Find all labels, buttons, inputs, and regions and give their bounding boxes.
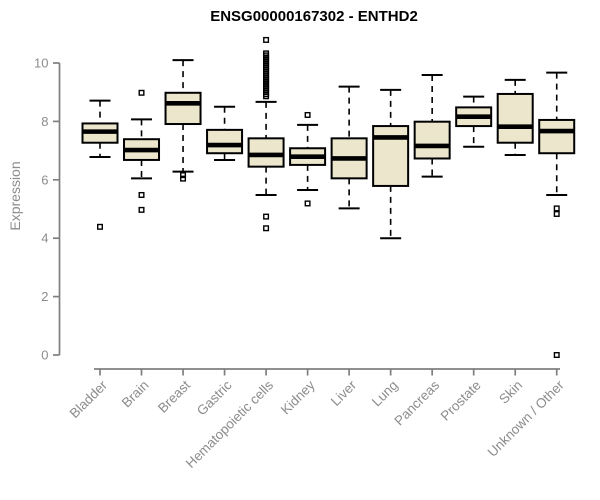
iqr-box (413, 120, 451, 160)
iqr-box (496, 92, 534, 144)
outlier-point (263, 225, 270, 232)
y-tick-label: 8 (41, 114, 48, 129)
outlier-point (138, 89, 145, 96)
x-tick-label: Breast (155, 377, 193, 415)
iqr-box (372, 125, 410, 187)
box-group (289, 111, 327, 207)
outlier-point (96, 223, 103, 230)
outlier-point (180, 172, 187, 179)
box-group (538, 71, 576, 359)
chart-title: ENSG00000167302 - ENTHD2 (210, 8, 418, 25)
x-tick-label: Unknown / Other (485, 377, 568, 460)
box-group (372, 88, 410, 240)
outlier-point (138, 191, 145, 198)
box-group (330, 85, 368, 210)
box-group (496, 78, 534, 156)
iqr-box (247, 137, 285, 168)
y-axis-label: Expression (7, 161, 23, 230)
box-groups (81, 36, 576, 359)
outlier-point (263, 93, 270, 100)
outlier-point (304, 111, 311, 118)
box-group (206, 105, 244, 161)
outlier-point (180, 175, 187, 182)
x-tick-label: Pancreas (391, 377, 442, 428)
outlier-point (304, 200, 311, 207)
outlier-point (553, 205, 560, 212)
x-tick-label: Prostate (438, 378, 484, 424)
x-tick-label: Gastric (194, 377, 235, 418)
box-group (164, 59, 202, 182)
y-tick-label: 2 (41, 289, 48, 304)
y-tick-label: 0 (41, 348, 48, 363)
iqr-box (538, 118, 576, 155)
outlier-point (553, 210, 560, 217)
y-tick-label: 6 (41, 172, 48, 187)
y-tick-label: 10 (34, 56, 48, 71)
outlier-point (553, 352, 560, 359)
outlier-point (138, 206, 145, 213)
x-tick-label: Kidney (278, 377, 318, 417)
x-tick-label: Skin (496, 378, 525, 407)
y-tick-label: 4 (41, 231, 48, 246)
x-tick-label: Liver (328, 377, 360, 409)
box-group (123, 89, 161, 213)
box-group (413, 73, 451, 178)
box-group (455, 95, 493, 148)
outlier-point (263, 213, 270, 220)
box-group (81, 99, 119, 230)
box-group (247, 36, 285, 232)
outlier-point (263, 36, 270, 43)
x-tick-label: Lung (369, 378, 401, 410)
iqr-box (164, 91, 202, 126)
x-tick-label: Brain (119, 378, 152, 411)
x-tick-label: Bladder (67, 377, 111, 421)
iqr-box (206, 128, 244, 155)
